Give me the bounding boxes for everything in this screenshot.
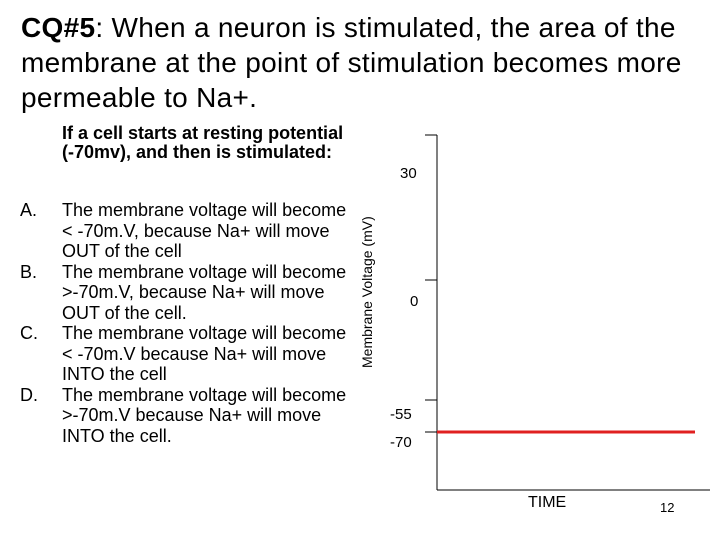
choice-c: C. The membrane voltage will become < -70… xyxy=(20,323,350,385)
choice-letter: A. xyxy=(20,200,38,220)
answer-choices: A. The membrane voltage will become < -70… xyxy=(20,200,350,446)
question-text: : When a neuron is stimulated, the area … xyxy=(21,12,682,113)
y-tick-label-minus-55: -55 xyxy=(390,406,412,423)
question-intro: If a cell starts at resting potential (-… xyxy=(62,123,344,162)
choice-text: The membrane voltage will become >-70m.V… xyxy=(62,384,347,446)
choice-a: A. The membrane voltage will become < -70… xyxy=(20,200,350,262)
slide-title: CQ#5: When a neuron is stimulated, the a… xyxy=(21,10,711,115)
y-tick-label-minus-70: -70 xyxy=(390,434,412,451)
choice-letter: C. xyxy=(20,323,38,343)
choice-d: D. The membrane voltage will become >-70m… xyxy=(20,385,350,447)
slide-number: 12 xyxy=(660,500,675,515)
question-number: CQ#5 xyxy=(21,12,96,43)
x-axis-label: TIME xyxy=(528,494,567,511)
choice-text: The membrane voltage will become < -70m.… xyxy=(62,200,347,261)
choice-letter: B. xyxy=(20,261,38,282)
y-tick-label-0: 0 xyxy=(410,293,419,310)
y-tick-label-30: 30 xyxy=(400,165,417,182)
choice-b: B. The membrane voltage will become >-70m… xyxy=(20,262,350,324)
y-axis-label: Membrane Voltage (mV) xyxy=(359,216,375,368)
choice-text: The membrane voltage will become < -70m.… xyxy=(62,323,347,384)
choice-text: The membrane voltage will become >-70m.V… xyxy=(62,261,347,323)
choice-letter: D. xyxy=(20,384,38,405)
